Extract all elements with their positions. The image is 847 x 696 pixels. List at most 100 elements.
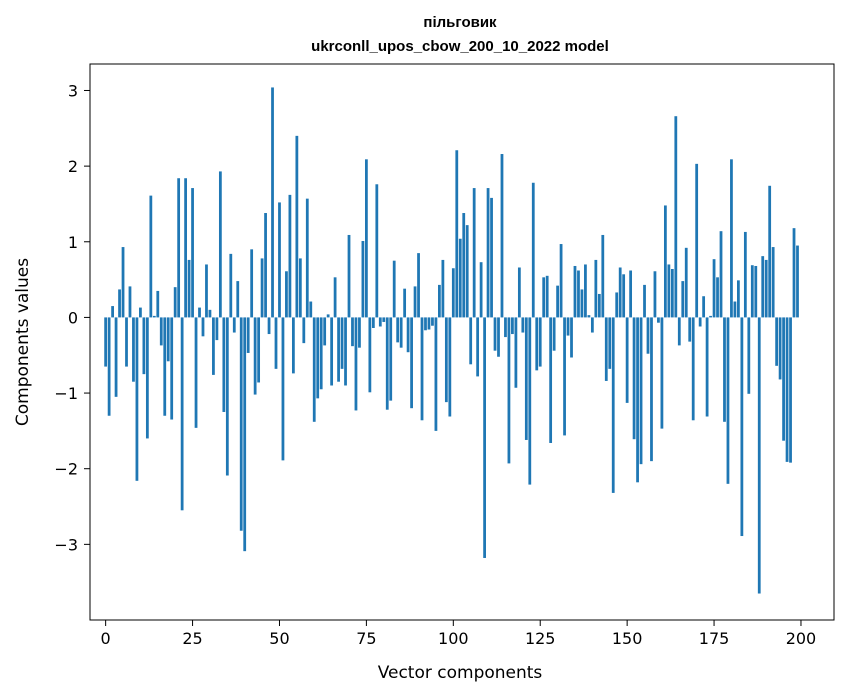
bar-component-154 [639, 317, 643, 465]
bar-component-41 [246, 317, 250, 353]
bar-component-85 [399, 317, 403, 348]
bar-component-152 [632, 317, 636, 440]
bar-component-137 [580, 289, 584, 318]
bar-component-102 [458, 238, 462, 318]
bar-component-185 [747, 317, 751, 394]
bar-component-187 [754, 265, 758, 318]
bar-component-19 [170, 317, 174, 420]
bar-component-176 [716, 277, 719, 318]
chart-title: пільговик [423, 14, 497, 31]
bar-component-70 [347, 234, 351, 318]
bar-component-136 [577, 270, 580, 318]
bar-component-122 [528, 317, 532, 485]
bar-component-134 [570, 317, 573, 358]
bar-component-64 [326, 314, 330, 318]
y-axis-label: Components values [13, 258, 33, 426]
bar-component-46 [264, 213, 267, 318]
bar-component-141 [594, 259, 598, 318]
bar-component-106 [472, 188, 476, 318]
bar-component-56 [298, 258, 302, 318]
bar-component-181 [733, 301, 737, 318]
bar-component-9 [135, 317, 139, 481]
bar-component-113 [497, 317, 500, 357]
bar-component-107 [476, 317, 480, 377]
bar-component-126 [542, 277, 546, 318]
bar-component-66 [333, 277, 337, 318]
bar-component-90 [417, 253, 420, 318]
bar-component-54 [291, 317, 295, 374]
bar-component-123 [531, 182, 535, 318]
bar-component-99 [448, 317, 452, 417]
bar-component-28 [201, 317, 205, 337]
bar-component-188 [757, 317, 761, 594]
bar-component-91 [420, 317, 424, 421]
bar-component-117 [511, 317, 514, 335]
bar-component-149 [622, 274, 626, 318]
bar-component-121 [524, 317, 528, 440]
bar-component-7 [128, 286, 132, 318]
bar-component-67 [337, 317, 340, 382]
bar-component-170 [695, 163, 699, 318]
bar-component-118 [514, 317, 518, 388]
bar-component-192 [771, 247, 775, 318]
bar-component-37 [232, 317, 236, 333]
bar-component-83 [392, 260, 396, 318]
bar-component-84 [396, 317, 400, 343]
bar-component-97 [441, 259, 445, 318]
bar-component-32 [215, 317, 219, 341]
bar-component-175 [712, 259, 716, 318]
bar-component-198 [792, 228, 796, 318]
bar-component-61 [316, 317, 320, 399]
bar-component-196 [785, 317, 789, 462]
bar-component-42 [250, 249, 254, 318]
bar-component-135 [573, 265, 577, 318]
bar-component-4 [118, 289, 121, 318]
bar-component-5 [121, 247, 125, 318]
bar-component-156 [646, 317, 650, 354]
bar-component-172 [702, 296, 706, 318]
bar-component-146 [611, 317, 615, 493]
bar-component-194 [778, 317, 782, 380]
bar-component-20 [173, 287, 177, 318]
bar-component-124 [535, 317, 539, 371]
bar-component-79 [378, 317, 382, 327]
bar-component-0 [104, 317, 108, 367]
bar-component-49 [274, 317, 278, 369]
bar-component-195 [782, 317, 785, 441]
bar-component-111 [490, 197, 493, 318]
bar-component-127 [545, 275, 549, 318]
bar-component-3 [114, 317, 118, 397]
bar-component-30 [208, 309, 212, 318]
x-tick-label: 75 [356, 629, 376, 648]
bar-component-76 [368, 317, 372, 393]
bar-component-11 [142, 317, 146, 375]
bar-component-86 [403, 288, 407, 318]
x-tick-label: 25 [182, 629, 202, 648]
y-tick-label: 3 [68, 81, 78, 100]
bar-component-1 [107, 317, 111, 416]
bar-component-93 [427, 317, 431, 330]
bar-component-44 [257, 317, 261, 383]
bar-component-45 [260, 258, 264, 318]
x-tick-label: 175 [699, 629, 730, 648]
bar-component-74 [361, 241, 365, 318]
bar-component-155 [643, 284, 646, 318]
bar-component-100 [451, 268, 455, 318]
bar-component-17 [163, 317, 167, 416]
bar-component-35 [225, 317, 229, 476]
bar-component-112 [493, 317, 497, 351]
bar-component-22 [180, 317, 184, 511]
bar-component-63 [323, 317, 327, 346]
bar-component-150 [625, 317, 629, 403]
bar-component-24 [187, 259, 191, 318]
bar-component-69 [344, 317, 347, 386]
bar-component-38 [236, 281, 240, 318]
bar-component-109 [483, 317, 486, 558]
bar-component-153 [636, 317, 639, 483]
bar-component-34 [222, 317, 226, 412]
bar-component-13 [149, 195, 153, 318]
bar-component-174 [709, 315, 712, 318]
bar-component-36 [229, 253, 233, 318]
bar-component-53 [288, 194, 292, 318]
